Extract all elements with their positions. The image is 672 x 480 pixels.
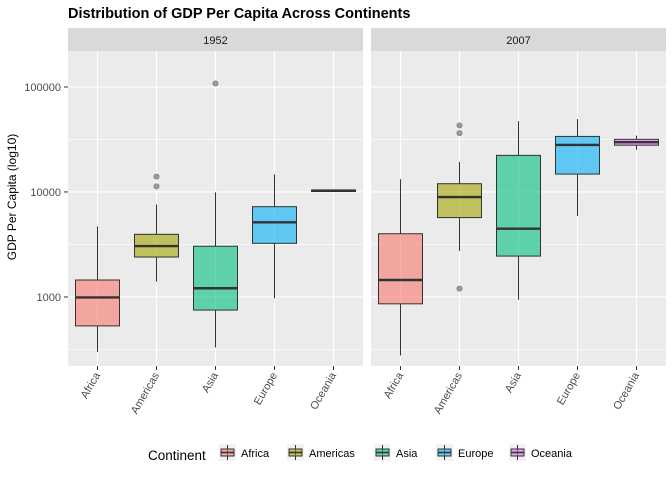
- box-americas: [437, 183, 482, 219]
- x-tick-label: Europe: [252, 371, 280, 408]
- x-tick-label: Europe: [555, 371, 583, 408]
- x-tick-label: Asia: [200, 370, 222, 395]
- outlier-point: [212, 80, 219, 87]
- x-tick-label: Americas: [432, 370, 466, 416]
- outlier-point: [456, 130, 463, 137]
- x-tick-label: Oceania: [611, 370, 642, 412]
- y-axis-title: GDP Per Capita (log10): [5, 134, 19, 261]
- facet-strip-label: 2007: [506, 35, 530, 47]
- legend-label-americas: Americas: [309, 448, 355, 460]
- facet-strip-label: 1952: [203, 35, 227, 47]
- box-africa: [75, 279, 120, 327]
- legend-label-oceania: Oceania: [531, 448, 573, 460]
- x-tick-label: Americas: [129, 370, 163, 416]
- outlier-point: [153, 173, 160, 180]
- plot-area: 1000 10000 100000 1952 Africa Americas Asia Eur…: [24, 28, 666, 416]
- box-asia: [193, 245, 238, 311]
- x-tick-label: Asia: [503, 370, 525, 395]
- box-asia: [496, 154, 541, 257]
- outlier-point: [456, 122, 463, 129]
- outlier-point: [153, 183, 160, 190]
- box-europe: [252, 206, 297, 244]
- y-tick-label: 10000: [30, 187, 61, 199]
- box-europe: [555, 135, 600, 175]
- outlier-point: [456, 285, 463, 292]
- legend-label-europe: Europe: [458, 448, 493, 460]
- y-tick-label: 1000: [37, 292, 61, 304]
- x-tick-label: Africa: [382, 370, 407, 401]
- box-africa: [378, 233, 423, 305]
- facet-strip: [68, 28, 363, 51]
- legend-title: Continent: [148, 448, 206, 463]
- legend-label-asia: Asia: [396, 448, 418, 460]
- x-tick-label: Africa: [79, 370, 104, 401]
- legend: Continent Africa Americas Asia Europe Oceani…: [148, 444, 573, 463]
- x-tick-label: Oceania: [308, 370, 339, 412]
- y-tick-label: 100000: [24, 82, 61, 94]
- facet-strip: [371, 28, 666, 51]
- legend-label-africa: Africa: [241, 448, 270, 460]
- chart-title: Distribution of GDP Per Capita Across Co…: [68, 6, 410, 22]
